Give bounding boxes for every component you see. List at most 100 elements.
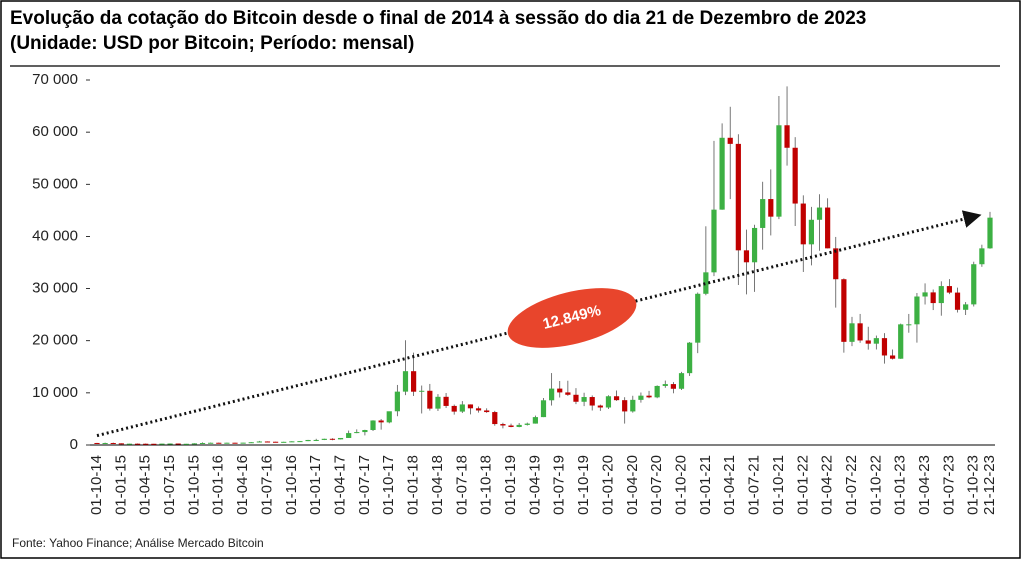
candle-body [346, 433, 352, 438]
candle-body [581, 397, 587, 402]
x-tick-label: 01-10-16 [283, 455, 300, 515]
candle-body [776, 125, 782, 217]
annotation-bubble [507, 288, 637, 348]
candle-body [532, 417, 538, 424]
candle-body [792, 147, 798, 204]
x-tick-label: 01-07-19 [551, 455, 568, 515]
x-tick-label: 01-04-19 [526, 455, 543, 515]
x-tick-label: 01-07-16 [258, 455, 275, 515]
candle-body [386, 411, 392, 423]
candle-body [678, 373, 685, 389]
x-tick-label: 01-01-16 [210, 455, 227, 515]
x-tick-label: 01-04-21 [721, 455, 738, 515]
x-tick-label: 01-01-23 [892, 455, 909, 515]
candle-body [670, 384, 676, 389]
trend-line [96, 210, 982, 438]
candle-body [687, 342, 693, 374]
candle-body [321, 438, 327, 440]
candle-body [735, 143, 741, 251]
candle-body [167, 443, 173, 445]
candle-body [183, 443, 189, 445]
candle-body [273, 441, 279, 443]
candle-body [768, 199, 774, 217]
candle-body [873, 338, 879, 344]
source: Fonte: Yahoo Finance; Análise Mercado Bi… [12, 536, 264, 550]
x-tick-label: 01-10-22 [867, 455, 884, 515]
x-tick-label: 01-07-23 [940, 455, 957, 515]
candle-body [630, 399, 636, 412]
candle-body [898, 324, 904, 359]
candle-body [881, 338, 888, 356]
y-tick-label: 70 000 [32, 71, 78, 88]
candle-body [297, 441, 303, 443]
candle-body [362, 430, 368, 433]
candle-body [329, 438, 336, 440]
candle-body [232, 442, 238, 444]
x-tick-label: 01-04-15 [137, 455, 154, 515]
candle-body [419, 390, 425, 392]
candle-body [313, 439, 319, 441]
x-tick-label: 01-04-18 [429, 455, 446, 515]
candle-body [760, 199, 766, 228]
candle-body [914, 296, 920, 325]
candle-body [954, 292, 961, 310]
x-tick-label: 01-07-20 [648, 455, 665, 515]
candle-body [305, 439, 311, 442]
candle-body [711, 209, 717, 273]
x-tick-label: 01-07-22 [843, 455, 860, 515]
candle-body [224, 442, 230, 444]
candle-body [337, 437, 344, 440]
candle-body [524, 423, 530, 425]
candle-body [475, 408, 482, 411]
candle-body [378, 420, 384, 423]
candle-body [638, 395, 644, 400]
candle-body [573, 394, 579, 402]
candle-body [833, 248, 839, 280]
x-tick-label: 01-01-19 [502, 455, 519, 515]
y-tick-label: 40 000 [32, 227, 78, 244]
candle-body [402, 371, 409, 392]
x-tick-label: 01-07-15 [161, 455, 178, 515]
candle-body [118, 443, 124, 445]
candle-body [370, 420, 376, 431]
candle-body [126, 443, 133, 445]
candle-body [938, 286, 944, 304]
y-tick-label: 10 000 [32, 384, 78, 401]
candle-body [800, 203, 806, 245]
candle-body [646, 395, 652, 398]
candle-body [467, 404, 474, 409]
candle-body [549, 388, 555, 401]
x-tick-label: 01-10-23 [965, 455, 982, 515]
candle-body [151, 443, 157, 445]
x-tick-label: 01-07-18 [453, 455, 470, 515]
candle-body [557, 388, 563, 393]
candle-body [613, 396, 620, 401]
candle-body [743, 250, 750, 263]
candle-body [605, 396, 612, 408]
x-tick-label: 01-10-17 [380, 455, 397, 515]
candle-body [110, 443, 116, 445]
x-tick-label: 21-12-23 [981, 455, 998, 515]
candle-body [134, 443, 141, 445]
x-tick-label: 01-04-17 [332, 455, 349, 515]
candle-body [865, 340, 871, 344]
candle-body [841, 279, 847, 342]
candle-body [451, 405, 457, 412]
candle-body [175, 443, 181, 445]
candle-body [394, 391, 400, 412]
candle-body [971, 264, 977, 305]
x-tick-label: 01-10-21 [770, 455, 787, 515]
x-tick-label: 01-07-21 [746, 455, 763, 515]
candle-body [484, 410, 490, 413]
x-tick-label: 01-07-17 [356, 455, 373, 515]
candle-body [849, 323, 855, 342]
y-tick-label: 0 [70, 436, 78, 453]
candle-body [492, 412, 498, 425]
candle-body [565, 392, 571, 395]
candle-body [703, 272, 709, 294]
candle-body [435, 396, 441, 409]
candle-body [411, 371, 417, 392]
candle-body [102, 443, 108, 445]
